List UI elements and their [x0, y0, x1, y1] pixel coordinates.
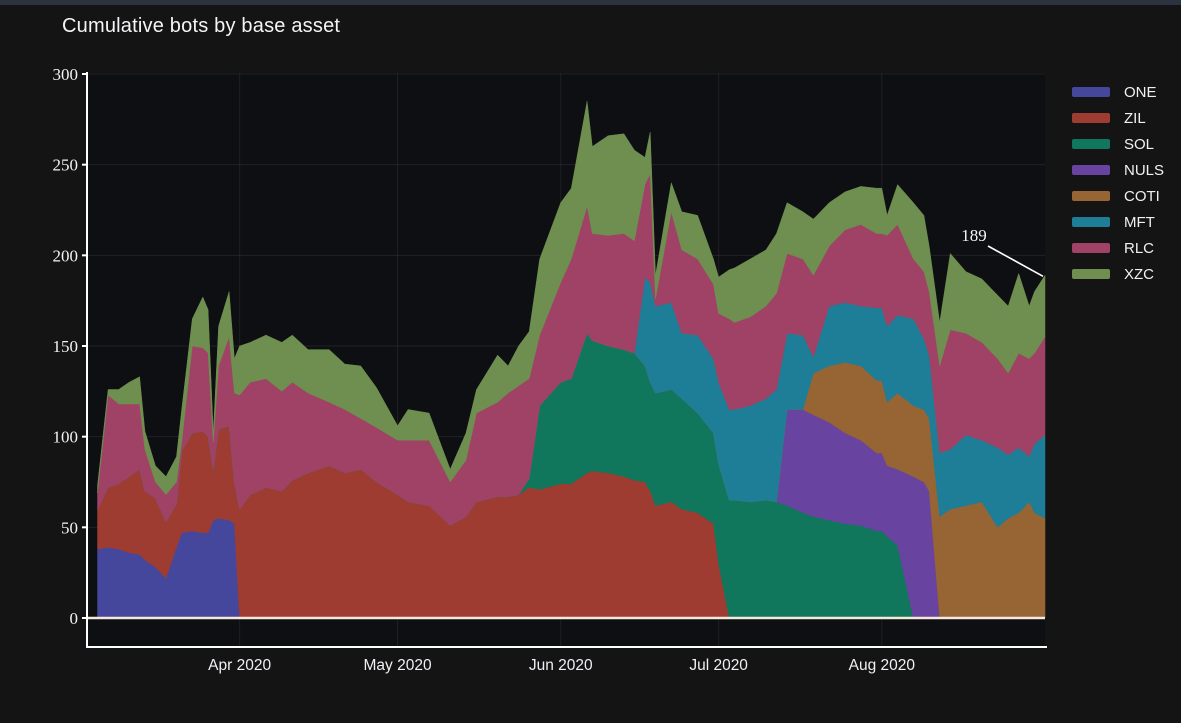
legend-item-coti[interactable]: COTI — [1072, 183, 1164, 209]
legend-item-zil[interactable]: ZIL — [1072, 105, 1164, 131]
y-tick-label: 50 — [61, 518, 78, 537]
y-tick-label: 0 — [70, 609, 79, 628]
legend-swatch-icon — [1072, 243, 1110, 253]
legend-label: MFT — [1124, 213, 1155, 231]
legend-label: SOL — [1124, 135, 1155, 153]
chart-legend: ONE ZIL SOL NULS COTI MFT RLC XZC — [1072, 79, 1164, 287]
legend-swatch-icon — [1072, 269, 1110, 279]
legend-swatch-icon — [1072, 87, 1110, 97]
x-tick-label: Aug 2020 — [849, 657, 916, 674]
y-tick-label: 150 — [53, 337, 79, 356]
x-tick-label: May 2020 — [364, 657, 432, 674]
legend-swatch-icon — [1072, 113, 1110, 123]
chart-title: Cumulative bots by base asset — [62, 15, 341, 37]
y-tick-label: 100 — [53, 428, 79, 447]
x-tick-label: Jul 2020 — [689, 657, 748, 674]
legend-item-mft[interactable]: MFT — [1072, 209, 1164, 235]
legend-item-one[interactable]: ONE — [1072, 79, 1164, 105]
annotation-leader-line — [987, 245, 1044, 277]
annotation-value: 189 — [961, 226, 987, 245]
legend-label: COTI — [1124, 187, 1160, 205]
y-tick-label: 200 — [53, 246, 79, 265]
legend-item-sol[interactable]: SOL — [1072, 131, 1164, 157]
legend-item-xzc[interactable]: XZC — [1072, 261, 1164, 287]
legend-swatch-icon — [1072, 217, 1110, 227]
legend-swatch-icon — [1072, 165, 1110, 175]
legend-label: ONE — [1124, 83, 1157, 101]
legend-label: XZC — [1124, 265, 1154, 283]
x-tick-label: Jun 2020 — [529, 657, 593, 674]
y-tick-label: 300 — [53, 65, 79, 84]
y-tick-label: 250 — [53, 156, 79, 175]
legend-swatch-icon — [1072, 139, 1110, 149]
legend-label: RLC — [1124, 239, 1155, 257]
legend-item-rlc[interactable]: RLC — [1072, 235, 1164, 261]
window-top-bar — [0, 0, 1181, 5]
legend-item-nuls[interactable]: NULS — [1072, 157, 1164, 183]
x-tick-label: Apr 2020 — [208, 657, 271, 674]
area-xzc[interactable] — [97, 101, 1046, 496]
legend-label: ZIL — [1124, 109, 1146, 127]
legend-label: NULS — [1124, 161, 1165, 179]
legend-swatch-icon — [1072, 191, 1110, 201]
